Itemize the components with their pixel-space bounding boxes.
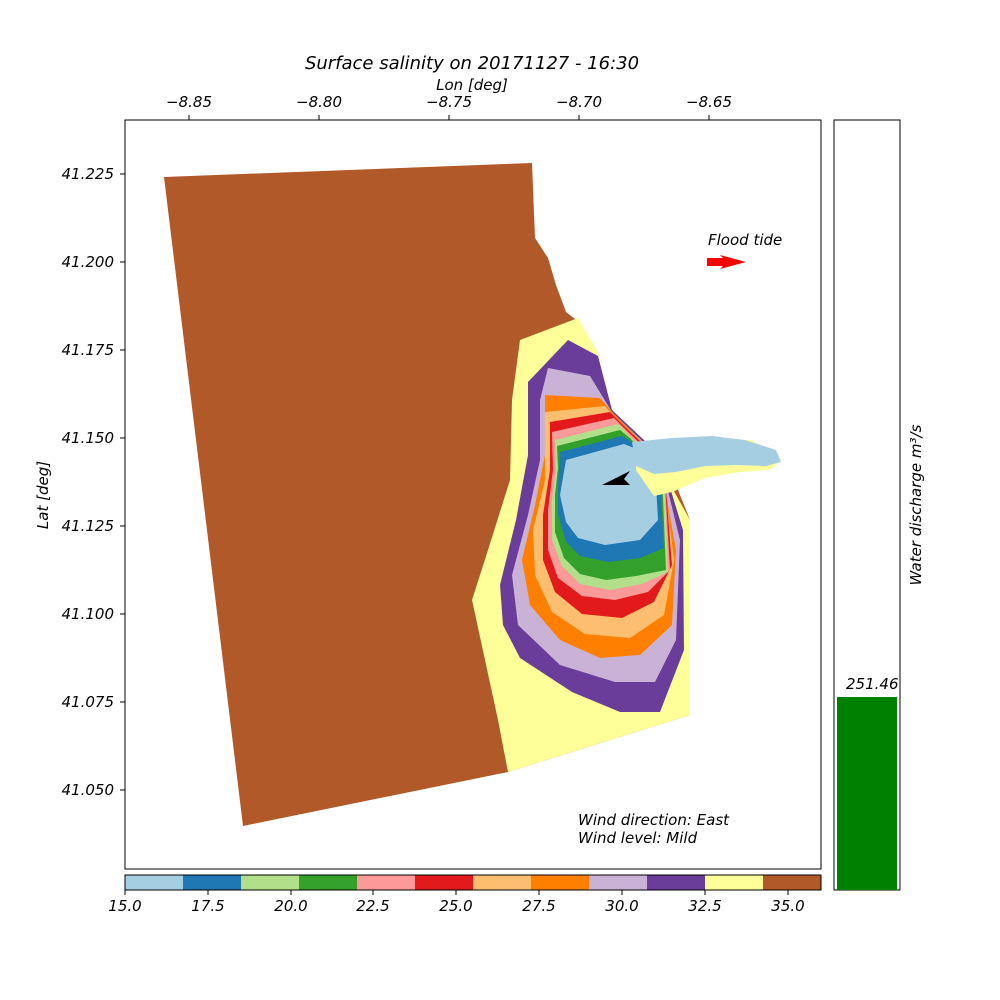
- lat-axis-label: Lat [deg]: [34, 461, 52, 529]
- colorbar-cell: [647, 875, 706, 890]
- discharge-panel: 251.46 Water discharge m³/s: [833, 119, 925, 891]
- colorbar-tick-label: 27.5: [522, 897, 555, 915]
- lon-tick-label: −8.80: [296, 93, 342, 111]
- plume-band-15: [560, 444, 658, 545]
- colorbar-cell: [589, 875, 648, 890]
- discharge-bar: [837, 697, 897, 890]
- map-border: [124, 119, 822, 870]
- colorbar-cell: [125, 875, 184, 890]
- lat-tick-label: 41.075: [62, 693, 115, 711]
- tide-label: Flood tide: [708, 231, 782, 249]
- colorbar-tick-label: 22.5: [356, 897, 389, 915]
- colorbar-tick-label: 35.0: [771, 897, 804, 915]
- lon-tick-label: −8.75: [426, 93, 472, 111]
- colorbar-cells: [125, 875, 822, 890]
- discharge-label: Water discharge m³/s: [907, 424, 925, 585]
- lat-tick-label: 41.175: [62, 341, 115, 359]
- tide-arrow-icon: [707, 255, 746, 269]
- lat-tick-label: 41.125: [62, 517, 115, 535]
- lat-tick-label: 41.200: [62, 253, 115, 271]
- colorbar-tick-label: 15.0: [108, 897, 141, 915]
- colorbar-cell: [183, 875, 242, 890]
- lon-ticks: −8.85 −8.80 −8.75 −8.70 −8.65: [166, 93, 732, 120]
- wind-arrow-icon: [602, 471, 630, 485]
- colorbar-border: [124, 874, 822, 891]
- colorbar-ticks: 15.0 17.5 20.0 22.5 25.0 27.5 30.0 32.5 …: [108, 890, 805, 915]
- colorbar-tick-label: 17.5: [191, 897, 224, 915]
- salinity-colorbar: 15.0 17.5 20.0 22.5 25.0 27.5 30.0 32.5 …: [108, 874, 822, 915]
- colorbar-tick-label: 20.0: [274, 897, 307, 915]
- colorbar-cell: [415, 875, 474, 890]
- wind-level-text: Wind level: Mild: [578, 829, 698, 847]
- lat-tick-label: 41.150: [62, 429, 115, 447]
- river-channel: [632, 436, 781, 474]
- colorbar-tick-label: 30.0: [605, 897, 638, 915]
- map-plot: Flood tide Wind direction: East Wind lev…: [124, 119, 822, 870]
- colorbar-cell: [705, 875, 764, 890]
- colorbar-cell: [473, 875, 532, 890]
- discharge-value: 251.46: [846, 675, 899, 693]
- lat-tick-label: 41.100: [62, 605, 115, 623]
- lon-tick-label: −8.70: [556, 93, 602, 111]
- figure-title: Surface salinity on 20171127 - 16:30: [305, 53, 639, 74]
- lon-axis-label: Lon [deg]: [436, 76, 508, 94]
- colorbar-cell: [299, 875, 358, 890]
- colorbar-tick-label: 25.0: [439, 897, 472, 915]
- colorbar-cell: [763, 875, 822, 890]
- colorbar-cell: [531, 875, 590, 890]
- colorbar-cell: [357, 875, 416, 890]
- colorbar-cell: [241, 875, 300, 890]
- lat-ticks: 41.225 41.200 41.175 41.150 41.125 41.10…: [62, 165, 125, 799]
- wind-direction-text: Wind direction: East: [578, 811, 730, 829]
- colorbar-tick-label: 32.5: [688, 897, 721, 915]
- lon-tick-label: −8.85: [166, 93, 212, 111]
- lat-tick-label: 41.050: [62, 781, 115, 799]
- lat-tick-label: 41.225: [62, 165, 115, 183]
- lon-tick-label: −8.65: [686, 93, 732, 111]
